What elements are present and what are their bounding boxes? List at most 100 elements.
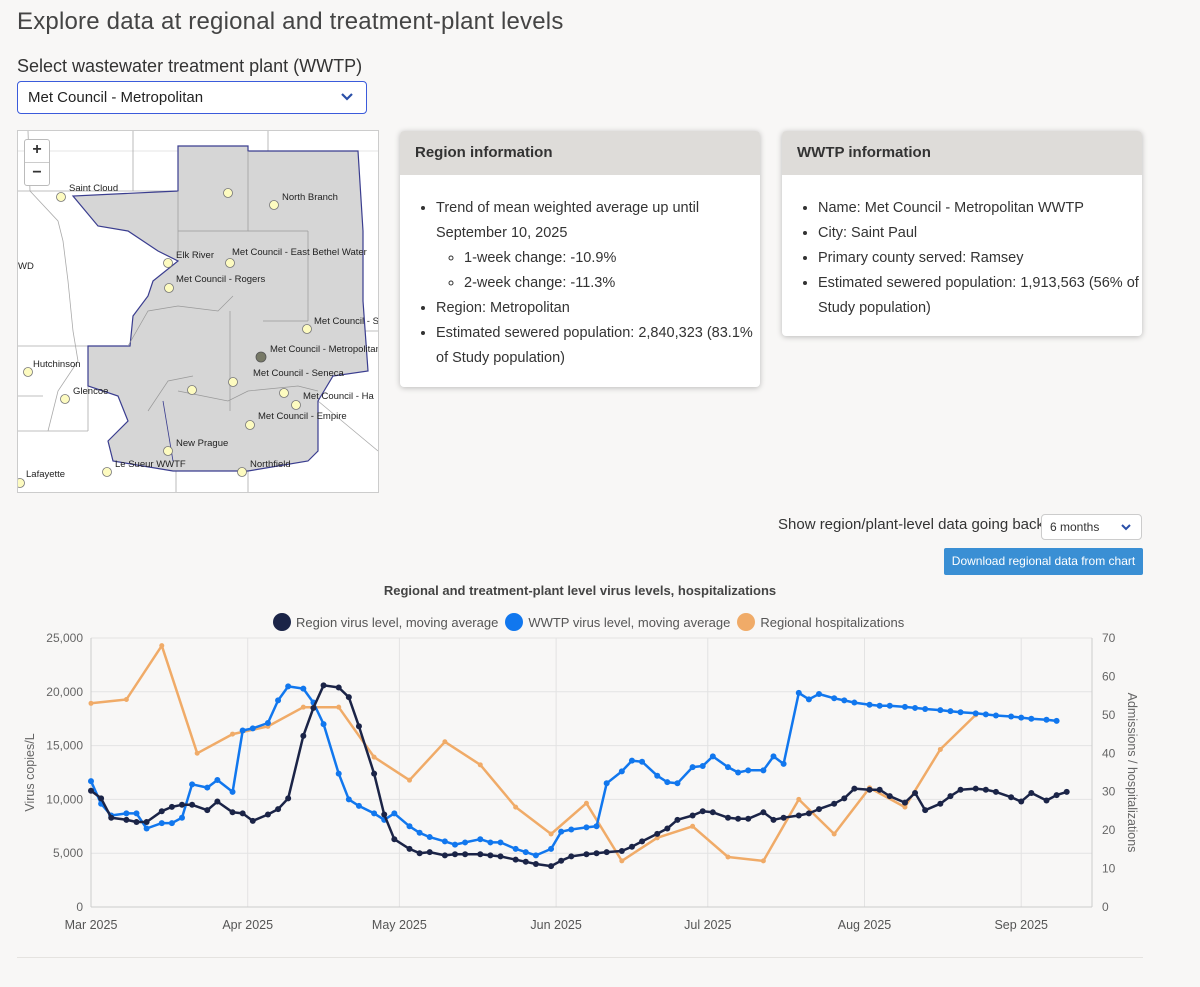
region-name: Region: Metropolitan: [436, 296, 760, 321]
series-point-0: [1053, 792, 1060, 799]
series-point-2: [230, 731, 236, 737]
series-point-1: [886, 702, 893, 709]
series-point-1: [249, 725, 256, 732]
series-point-0: [639, 838, 646, 845]
series-point-1: [689, 764, 696, 771]
zoom-out-button[interactable]: −: [32, 164, 42, 181]
series-point-0: [320, 682, 327, 689]
series-point-0: [264, 811, 271, 818]
series-point-1: [275, 697, 282, 704]
y-tick-label: 20,000: [46, 685, 83, 699]
series-point-1: [179, 814, 185, 821]
series-point-1: [735, 769, 742, 776]
series-point-2: [937, 746, 943, 752]
series-point-1: [947, 708, 954, 715]
series-point-0: [416, 850, 423, 857]
series-point-2: [831, 831, 837, 837]
series-point-0: [1018, 798, 1025, 805]
y2-tick-label: 30: [1102, 785, 1116, 799]
map-zoom-control: + −: [24, 139, 50, 186]
legend-dot-hosp: [737, 613, 756, 631]
series-point-1: [593, 823, 600, 830]
wwtp-select[interactable]: Met Council - Metropolitan: [17, 81, 367, 114]
series-point-2: [407, 777, 412, 783]
map-label-seneca: Met Council - Seneca: [253, 368, 344, 379]
wwtp-name: Name: Met Council - Metropolitan WWTP: [818, 196, 1142, 221]
series-point-0: [992, 788, 999, 795]
series-point-0: [982, 786, 989, 793]
map-label-hutchinson: Hutchinson: [33, 359, 81, 370]
series-point-1: [795, 689, 802, 696]
series-point-0: [204, 807, 211, 814]
map-label-lafayette: Lafayette: [26, 469, 66, 480]
legend-label-region: Region virus level, moving average: [296, 614, 499, 630]
series-point-0: [760, 809, 767, 816]
series-point-1: [264, 720, 271, 727]
series-point-0: [300, 732, 307, 739]
series-point-0: [593, 850, 600, 857]
legend-item-hosp[interactable]: Regional hospitalizations: [737, 613, 904, 631]
series-point-1: [992, 712, 999, 719]
series-point-1: [851, 699, 858, 706]
map-label-elk-river: Elk River: [176, 250, 215, 261]
series-point-1: [972, 710, 979, 717]
divider: [17, 957, 1143, 958]
series-point-0: [735, 815, 742, 822]
download-data-button[interactable]: Download regional data from chart: [944, 548, 1143, 575]
y2-tick-label: 60: [1102, 669, 1116, 683]
wwtp-population: Estimated sewered population: 1,913,563 …: [818, 271, 1142, 321]
region-info-card: Region information Trend of mean weighte…: [400, 131, 760, 387]
series-point-1: [841, 697, 848, 704]
region-map[interactable]: + − Saint Clou: [17, 130, 379, 493]
x-tick-label: Sep 2025: [994, 918, 1048, 932]
series-point-0: [406, 845, 413, 852]
series-point-1: [583, 824, 590, 831]
y2-tick-label: 70: [1102, 631, 1116, 645]
y2-tick-label: 50: [1102, 708, 1116, 722]
range-select[interactable]: 6 months: [1041, 514, 1142, 540]
series-point-1: [866, 701, 873, 708]
range-label: Show region/plant-level data going back: [778, 516, 1045, 533]
legend-item-region[interactable]: Region virus level, moving average: [273, 613, 498, 631]
series-point-2: [902, 804, 908, 810]
series-point-1: [371, 810, 378, 817]
series-point-1: [285, 683, 292, 690]
series-point-0: [841, 795, 848, 802]
series-point-0: [795, 812, 802, 819]
series-point-2: [123, 696, 129, 702]
series-point-1: [770, 753, 777, 760]
series-point-0: [88, 787, 94, 794]
wwtp-county: Primary county served: Ramsey: [818, 246, 1142, 271]
region-info-list: Trend of mean weighted average up until …: [400, 196, 760, 371]
series-point-2: [690, 823, 696, 829]
series-point-0: [583, 851, 590, 858]
series-point-1: [982, 711, 989, 718]
series-point-0: [522, 858, 529, 865]
map-label-le-sueur: Le Sueur WWTF: [115, 459, 186, 470]
wwtp-info-header: WWTP information: [782, 131, 1142, 175]
series-line-2: [90, 644, 977, 863]
series-point-1: [189, 781, 196, 788]
series-point-1: [568, 826, 575, 833]
y2-axis-label: Admissions / hospitalizations: [1125, 693, 1139, 853]
series-point-1: [204, 784, 211, 791]
legend-item-wwtp[interactable]: WWTP virus level, moving average: [505, 613, 730, 631]
series-point-1: [416, 829, 423, 836]
y-tick-label: 15,000: [46, 739, 83, 753]
zoom-in-button[interactable]: +: [25, 140, 49, 163]
series-point-0: [477, 851, 484, 858]
series-point-0: [371, 770, 378, 777]
series-point-0: [866, 786, 873, 793]
region-week2-change: 2-week change: -11.3%: [464, 271, 760, 296]
series-point-0: [603, 849, 610, 856]
series-point-1: [831, 695, 838, 702]
series-point-1: [922, 706, 929, 713]
legend-dot-region: [273, 613, 291, 631]
chevron-down-icon: [341, 93, 353, 101]
series-point-1: [1018, 714, 1025, 721]
series-point-0: [972, 785, 979, 792]
series-point-2: [548, 831, 554, 837]
series-point-1: [391, 810, 398, 817]
virus-chart: 0 5,000 10,000 15,000 20,000 25,000 0 10 20 30 40 5…: [23, 631, 1139, 932]
series-point-1: [532, 852, 539, 859]
